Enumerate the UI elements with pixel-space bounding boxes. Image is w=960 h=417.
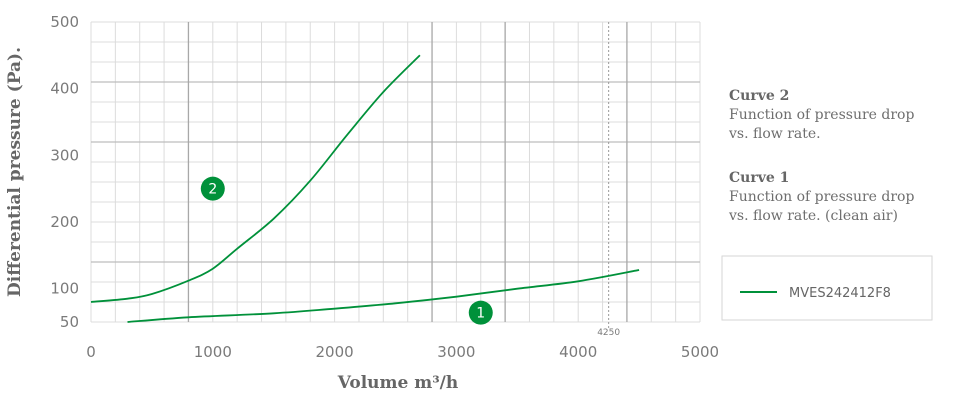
curve-marker-2	[200, 176, 225, 201]
curve-marker-1	[468, 300, 493, 325]
y-tick-label-50: 50	[60, 313, 79, 331]
y-tick-label-200: 200	[50, 213, 79, 231]
tick-labels: 0 1000 2000 3000 4000 5000 500 400 300 200 100 50	[50, 13, 719, 361]
y-tick-label-100: 100	[50, 280, 79, 298]
x-axis-title: Volume m³/h	[337, 373, 459, 393]
curves	[90, 54, 640, 323]
y-tick-label-500: 500	[50, 13, 79, 31]
x-tick-label-5000: 5000	[681, 343, 719, 361]
legend-curve-2-line-2: vs. flow rate.	[728, 126, 821, 142]
curve-marker-label-2: 2	[208, 182, 217, 198]
curve-markers: 21	[200, 176, 493, 325]
x-tick-label-4000: 4000	[559, 343, 597, 361]
legend-box	[721, 255, 933, 321]
curve-1	[127, 269, 640, 323]
legend-curve-1-title: Curve 1	[729, 170, 789, 186]
legend-curve-2-title: Curve 2	[729, 88, 789, 104]
legend-curve-1-line-1: Function of pressure drop	[729, 189, 914, 205]
y-tick-label-300: 300	[50, 146, 79, 164]
x-tick-label-1000: 1000	[194, 343, 232, 361]
x-tick-label-2000: 2000	[316, 343, 354, 361]
curve-marker-label-1: 1	[476, 306, 485, 322]
y-axis-title: Differential pressure (Pa).	[5, 47, 25, 297]
y-tick-label-400: 400	[50, 80, 79, 98]
legend-entry-label: MVES242412F8	[789, 286, 891, 301]
x-tick-label-0: 0	[86, 343, 96, 361]
legend-curve-1-line-2: vs. flow rate. (clean air)	[728, 208, 898, 224]
reference-label-4250: 4250	[597, 328, 620, 338]
x-tick-label-3000: 3000	[437, 343, 475, 361]
legend: Curve 2 Function of pressure drop vs. fl…	[721, 88, 933, 321]
legend-curve-2-line-1: Function of pressure drop	[729, 107, 914, 123]
curve-2	[90, 54, 421, 303]
